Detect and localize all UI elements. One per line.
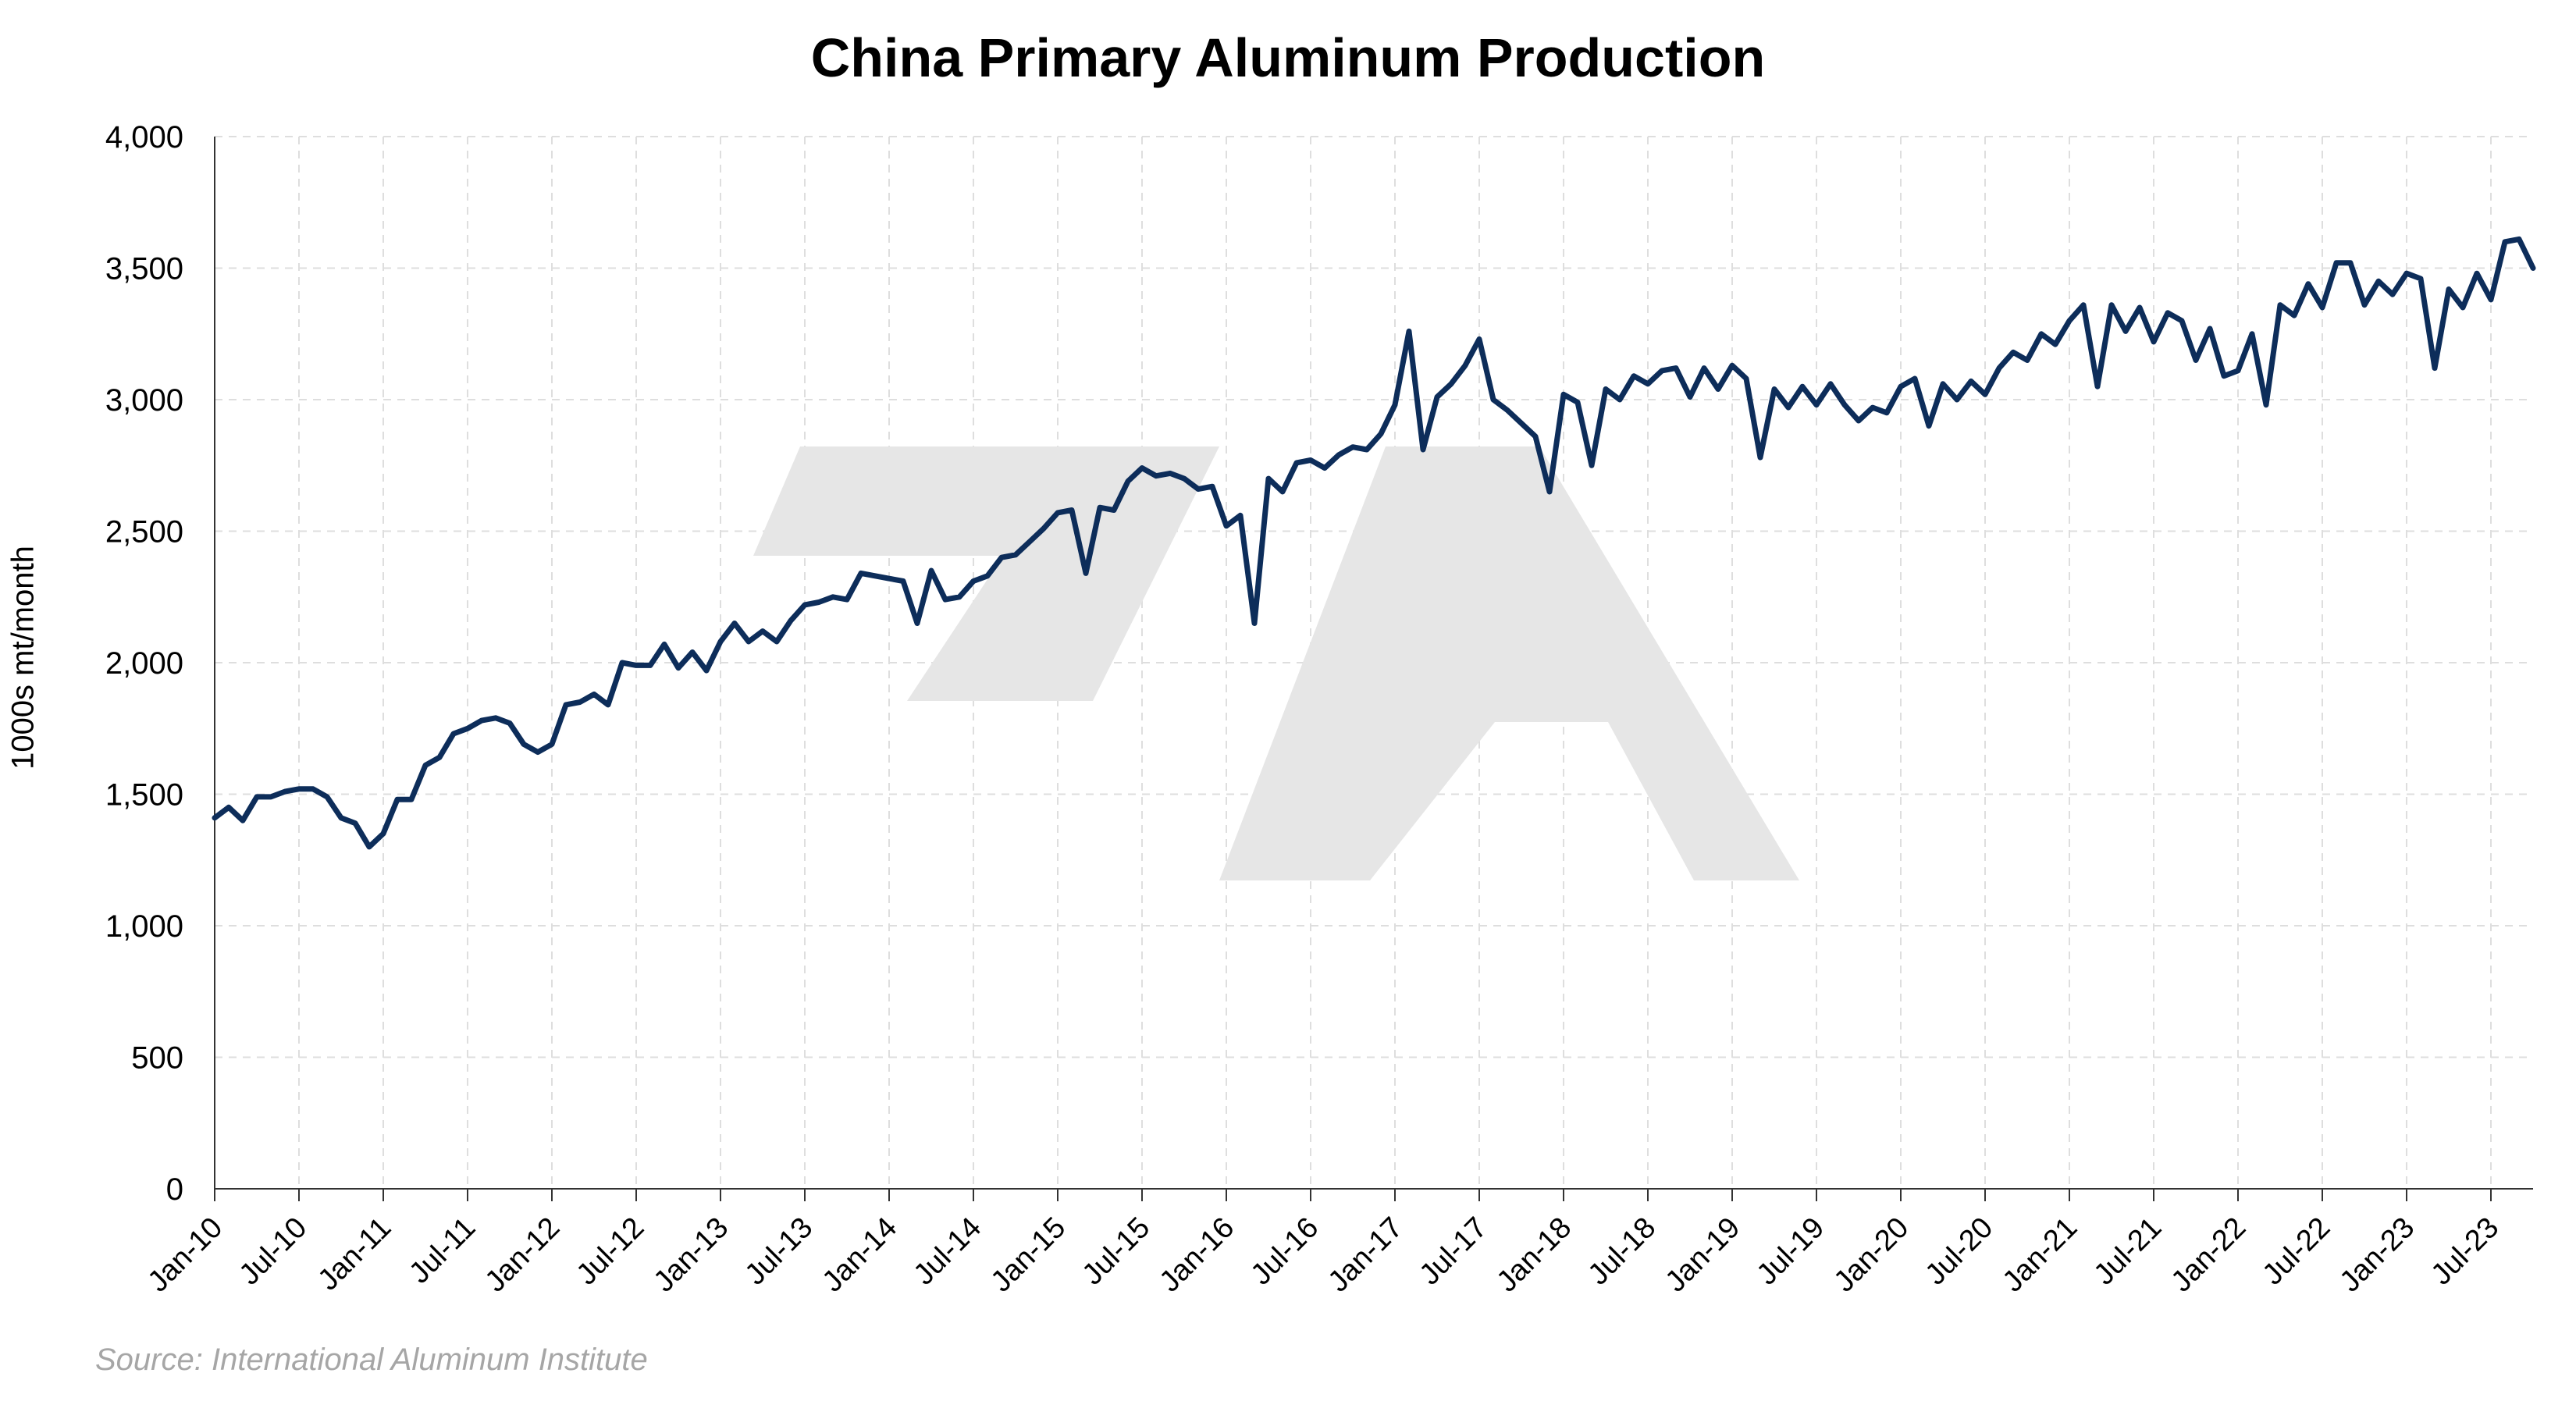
- chart-title: China Primary Aluminum Production: [810, 27, 1766, 88]
- series-line: [212, 236, 2536, 850]
- source-note: Source: International Aluminum Institute: [95, 1343, 648, 1377]
- x-tick-label: Jan-20: [1827, 1211, 1915, 1299]
- x-tick-label: Jul-11: [403, 1211, 482, 1290]
- y-tick-label: 1,000: [105, 909, 183, 944]
- x-tick-label: Jan-16: [1153, 1211, 1240, 1299]
- x-tick-label: Jan-15: [984, 1211, 1072, 1299]
- y-tick-label: 0: [166, 1172, 183, 1207]
- x-tick-label: Jan-14: [816, 1211, 903, 1299]
- x-tick-label: Jul-17: [1413, 1211, 1493, 1292]
- x-tick-label: Jan-19: [1659, 1211, 1746, 1299]
- y-tick-label: 500: [131, 1041, 183, 1076]
- x-tick-label: Jul-16: [1244, 1211, 1325, 1292]
- x-tick-label: Jul-15: [1076, 1211, 1156, 1292]
- x-tick-label: Jan-23: [2333, 1211, 2421, 1299]
- y-tick-label: 2,500: [105, 515, 183, 550]
- y-tick-label: 3,000: [105, 383, 183, 418]
- y-tick-labels: 0 500 1,000 1,500 2,000 2,500 3,000 3,500 4,000: [105, 120, 183, 1207]
- x-tick-label: Jul-14: [907, 1211, 987, 1292]
- x-tick-label: Jan-17: [1322, 1211, 1409, 1299]
- x-tick-label: Jul-19: [1750, 1211, 1831, 1292]
- x-tick-label: Jan-21: [1996, 1211, 2083, 1299]
- x-tick-label: Jan-12: [479, 1211, 566, 1299]
- y-tick-label: 2,000: [105, 646, 183, 681]
- x-tick-label: Jan-22: [2165, 1211, 2252, 1299]
- x-tick-label: Jul-13: [738, 1211, 819, 1292]
- x-tick-label: Jul-12: [570, 1211, 650, 1292]
- y-tick-label: 4,000: [105, 120, 183, 155]
- x-tick-label: Jul-21: [2087, 1211, 2168, 1292]
- y-tick-label: 3,500: [105, 252, 183, 286]
- x-tick-label: Jul-22: [2256, 1211, 2336, 1292]
- x-tick-label: Jan-10: [141, 1211, 229, 1299]
- x-tick-label: Jul-18: [1582, 1211, 1662, 1292]
- x-tick-label: Jan-13: [647, 1211, 735, 1299]
- x-tick-label: Jan-18: [1490, 1211, 1578, 1299]
- x-tick-label: Jul-20: [1919, 1211, 1999, 1292]
- x-tick-label: Jul-10: [233, 1211, 313, 1292]
- y-tick-label: 1,500: [105, 778, 183, 813]
- x-tick-label: Jul-23: [2425, 1211, 2505, 1292]
- x-tick-label: Jan-11: [311, 1211, 397, 1297]
- watermark-letter: [1219, 446, 1799, 880]
- axes: [214, 137, 2533, 1201]
